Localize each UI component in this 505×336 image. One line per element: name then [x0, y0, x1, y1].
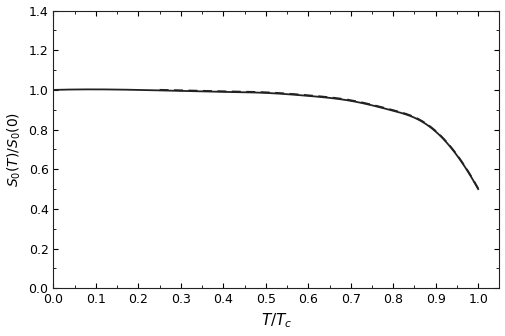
X-axis label: $T/T_c$: $T/T_c$	[261, 312, 292, 330]
Y-axis label: $S_0(T)/S_0(0)$: $S_0(T)/S_0(0)$	[6, 112, 23, 187]
